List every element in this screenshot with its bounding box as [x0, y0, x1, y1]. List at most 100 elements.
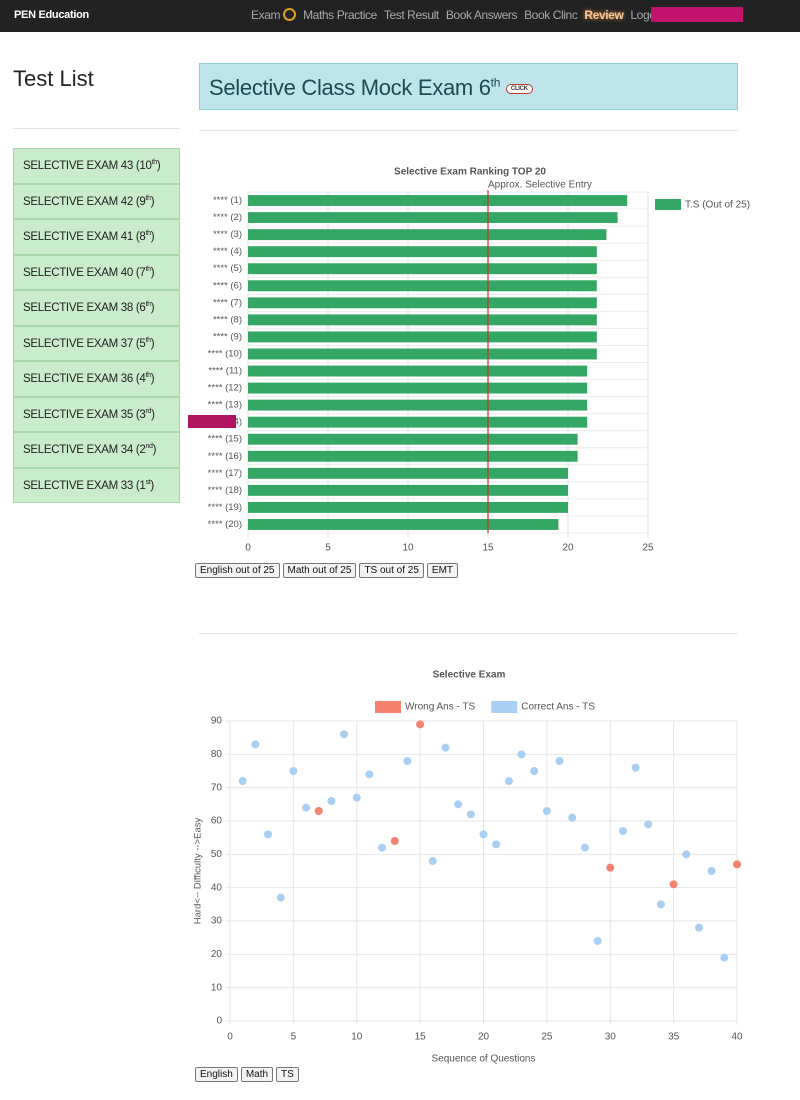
- y-tick-label: **** (18): [208, 485, 242, 496]
- test-item-label: SELECTIVE EXAM 42 (9: [23, 195, 146, 208]
- divider: [199, 633, 738, 634]
- test-item[interactable]: SELECTIVE EXAM 37 (5th): [13, 325, 180, 361]
- test-item-end: ): [150, 479, 154, 492]
- test-item[interactable]: SELECTIVE EXAM 38 (6th): [13, 290, 180, 326]
- chart-button[interactable]: English out of 25: [195, 563, 280, 578]
- x-tick-label: 15: [482, 543, 494, 554]
- reference-label: Approx. Selective Entry: [488, 180, 592, 191]
- chart-button[interactable]: TS: [276, 1067, 299, 1082]
- scatter-point: [276, 893, 285, 902]
- click-badge[interactable]: CLICK: [505, 84, 533, 95]
- y-tick-label: 90: [211, 716, 223, 727]
- x-tick-label: 10: [402, 543, 414, 554]
- scatter-point: [580, 843, 589, 852]
- bar: [248, 433, 578, 445]
- test-item-label: SELECTIVE EXAM 33 (1: [23, 479, 146, 492]
- scatter-point: [618, 827, 627, 835]
- divider: [199, 130, 738, 131]
- scatter-point: [530, 767, 539, 775]
- scatter-point: [289, 767, 298, 775]
- chart-button[interactable]: Math: [240, 1067, 274, 1082]
- test-item-sup: th: [145, 336, 151, 344]
- y-tick-label: 80: [211, 749, 223, 760]
- chart-button[interactable]: Math out of 25: [282, 563, 357, 578]
- test-item[interactable]: SELECTIVE EXAM 34 (2nd): [13, 432, 180, 468]
- bar: [248, 229, 607, 241]
- bar: [248, 280, 597, 292]
- scatter-point: [720, 953, 729, 962]
- test-item[interactable]: SELECTIVE EXAM 42 (9th): [13, 183, 180, 219]
- redacted-name: [188, 415, 236, 428]
- bar: [248, 416, 588, 428]
- y-tick-label: **** (17): [208, 468, 242, 479]
- y-tick-label: **** (5): [213, 263, 242, 274]
- nav-link[interactable]: Maths Practice: [303, 8, 377, 22]
- y-tick-label: **** (15): [208, 434, 242, 445]
- legend-swatch: [491, 701, 518, 713]
- x-tick-label: 30: [605, 1032, 617, 1043]
- test-item-end: ): [156, 159, 161, 172]
- test-item-label: SELECTIVE EXAM 40 (7: [23, 266, 146, 279]
- y-tick-label: **** (16): [208, 451, 242, 462]
- scatter-point: [314, 807, 323, 815]
- bar: [248, 212, 618, 224]
- test-item-sup: th: [145, 230, 151, 237]
- test-item[interactable]: SELECTIVE EXAM 43 (10th): [13, 148, 180, 184]
- test-item[interactable]: SELECTIVE EXAM 33 (1st): [13, 467, 180, 503]
- y-tick-label: **** (10): [208, 348, 242, 359]
- test-item-end: ): [151, 408, 155, 421]
- nav-link[interactable]: Test Result: [383, 8, 439, 22]
- y-tick-label: **** (7): [213, 297, 242, 308]
- x-tick-label: 25: [642, 543, 654, 554]
- test-item-label: SELECTIVE EXAM 35 (3: [23, 408, 146, 421]
- x-tick-label: 5: [325, 543, 331, 554]
- x-tick-label: 15: [415, 1032, 427, 1043]
- scatter-point: [251, 740, 260, 749]
- nav-link[interactable]: Exam: [251, 8, 297, 22]
- brand[interactable]: PEN Education: [14, 9, 89, 21]
- chart-button[interactable]: TS out of 25: [359, 563, 424, 578]
- chart-buttons: English out of 25 Math out of 25 TS out of…: [195, 563, 459, 578]
- exam-title: Selective Class Mock Exam 6th CLICK: [209, 75, 533, 101]
- y-tick-label: 10: [211, 982, 223, 993]
- scatter-point: [733, 860, 741, 869]
- x-tick-label: 0: [245, 543, 251, 554]
- legend-label: Correct Ans - TS: [521, 702, 595, 713]
- scatter-point: [365, 770, 374, 779]
- test-item[interactable]: SELECTIVE EXAM 41 (8th): [13, 219, 180, 255]
- test-item-sup: th: [145, 372, 151, 379]
- bar: [248, 263, 597, 275]
- nav-link[interactable]: Review: [584, 8, 624, 22]
- test-item-label: SELECTIVE EXAM 37 (5: [23, 337, 146, 350]
- x-tick-label: 0: [227, 1032, 233, 1043]
- y-tick-label: **** (20): [208, 519, 242, 530]
- test-item-end: ): [150, 195, 155, 208]
- scatter-point: [492, 840, 501, 849]
- chart-button[interactable]: English: [195, 1067, 238, 1082]
- test-item[interactable]: SELECTIVE EXAM 40 (7th): [13, 254, 180, 290]
- nav-link[interactable]: Book Clinc: [524, 8, 578, 22]
- bar: [248, 195, 628, 206]
- y-tick-label: **** (6): [213, 280, 242, 291]
- test-item[interactable]: SELECTIVE EXAM 36 (4th): [13, 361, 180, 397]
- x-tick-label: 20: [562, 543, 574, 554]
- y-tick-label: **** (1): [213, 195, 242, 206]
- test-item-sup: rd: [145, 407, 152, 415]
- bar: [248, 365, 588, 377]
- test-item-sup: th: [145, 265, 151, 273]
- y-tick-label: **** (19): [208, 502, 242, 513]
- scatter-point: [631, 763, 640, 772]
- bar: [248, 382, 588, 394]
- test-item[interactable]: SELECTIVE EXAM 35 (3rd): [13, 396, 180, 432]
- nav-link[interactable]: Book Answers: [445, 8, 518, 22]
- scatter-point: [466, 810, 475, 819]
- bar: [248, 519, 559, 530]
- chart-button[interactable]: EMT: [426, 563, 459, 578]
- scatter-point: [707, 867, 716, 875]
- test-item-label: SELECTIVE EXAM 41 (8: [23, 230, 146, 243]
- test-item-sup: th: [145, 194, 151, 202]
- scatter-point: [264, 830, 273, 839]
